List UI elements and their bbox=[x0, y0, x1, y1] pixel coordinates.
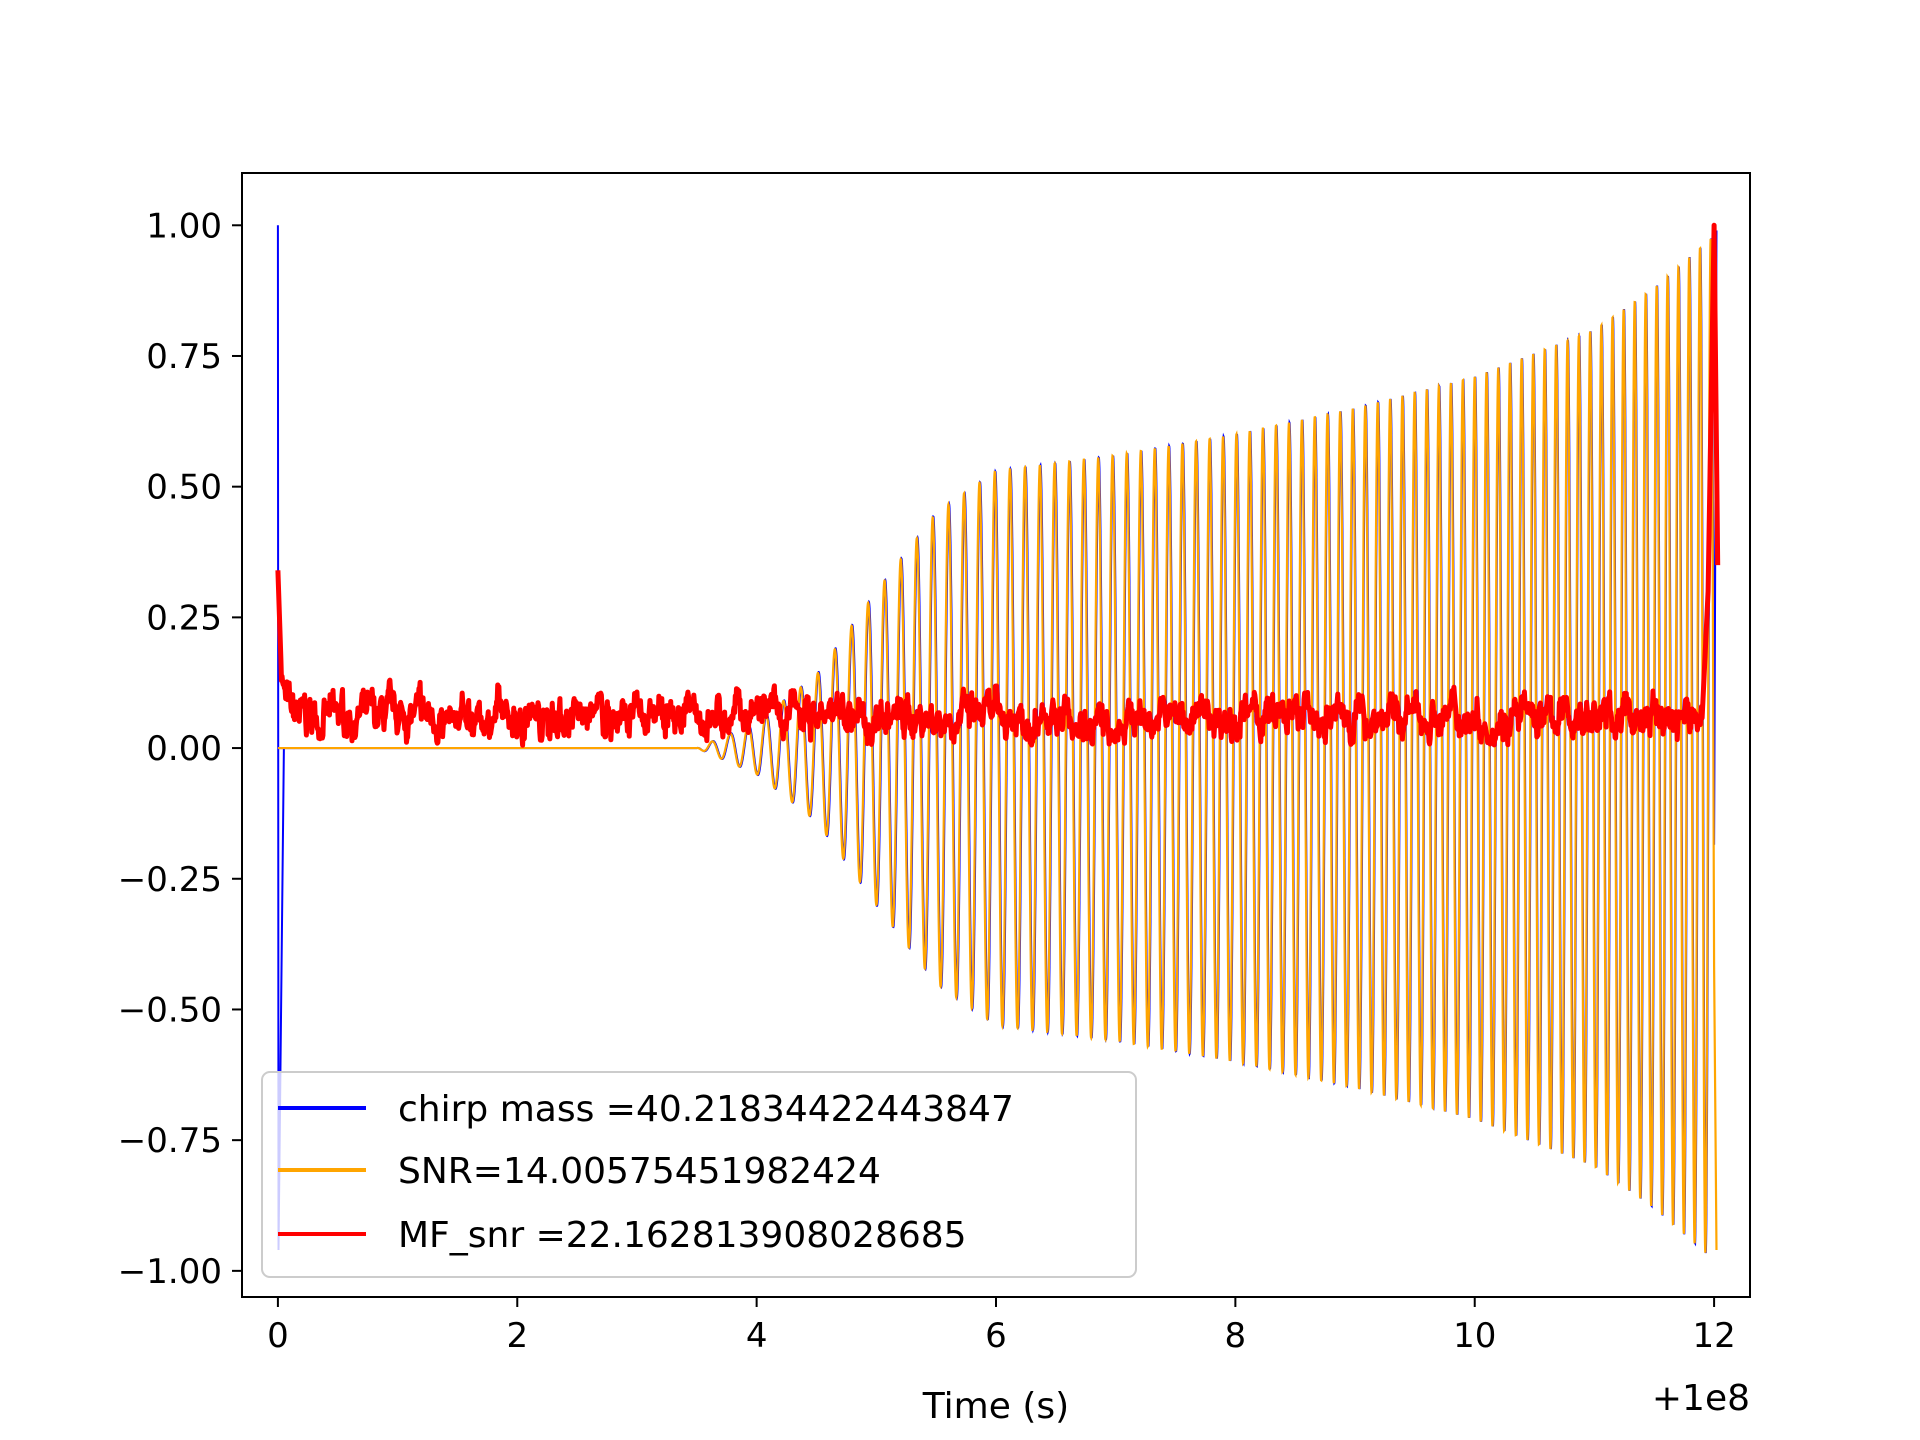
y-tick-label: 0.25 bbox=[146, 598, 222, 638]
legend-label-mf-snr: MF_snr =22.162813908028685 bbox=[398, 1215, 967, 1256]
legend-box bbox=[261, 1071, 1137, 1278]
series-snr-line bbox=[277, 238, 1718, 1253]
x-tick-label: 10 bbox=[1453, 1316, 1496, 1356]
x-tick-label: 4 bbox=[746, 1316, 768, 1356]
series-layer bbox=[275, 222, 1721, 1254]
series-mf-snr-line bbox=[275, 222, 1721, 748]
y-tick-label: −0.75 bbox=[118, 1121, 222, 1161]
y-tick-label: 0.00 bbox=[146, 729, 222, 769]
x-axis: 0 2 4 6 8 10 12 bbox=[267, 1297, 1736, 1356]
legend-label-snr: SNR=14.00575451982424 bbox=[398, 1151, 881, 1192]
x-axis-offset-label: +1e8 bbox=[1652, 1378, 1750, 1419]
y-tick-label: 0.75 bbox=[146, 337, 222, 377]
legend: chirp mass =40.21834422443847 SNR=14.005… bbox=[261, 1071, 1137, 1278]
x-tick-label: 12 bbox=[1692, 1316, 1735, 1356]
x-tick-label: 0 bbox=[267, 1316, 289, 1356]
y-axis: 1.00 0.75 0.50 0.25 0.00 −0.25 −0.50 −0.75 −1.00 bbox=[118, 206, 242, 1292]
y-tick-label: 1.00 bbox=[146, 206, 222, 246]
y-tick-label: −1.00 bbox=[118, 1252, 222, 1292]
x-axis-label: Time (s) bbox=[922, 1386, 1069, 1427]
y-tick-label: −0.50 bbox=[118, 990, 222, 1030]
x-tick-label: 8 bbox=[1225, 1316, 1247, 1356]
y-tick-label: −0.25 bbox=[118, 860, 222, 900]
legend-label-chirp-mass: chirp mass =40.21834422443847 bbox=[398, 1089, 1014, 1130]
y-tick-label: 0.50 bbox=[146, 468, 222, 508]
x-tick-label: 2 bbox=[506, 1316, 528, 1356]
x-tick-label: 6 bbox=[985, 1316, 1007, 1356]
